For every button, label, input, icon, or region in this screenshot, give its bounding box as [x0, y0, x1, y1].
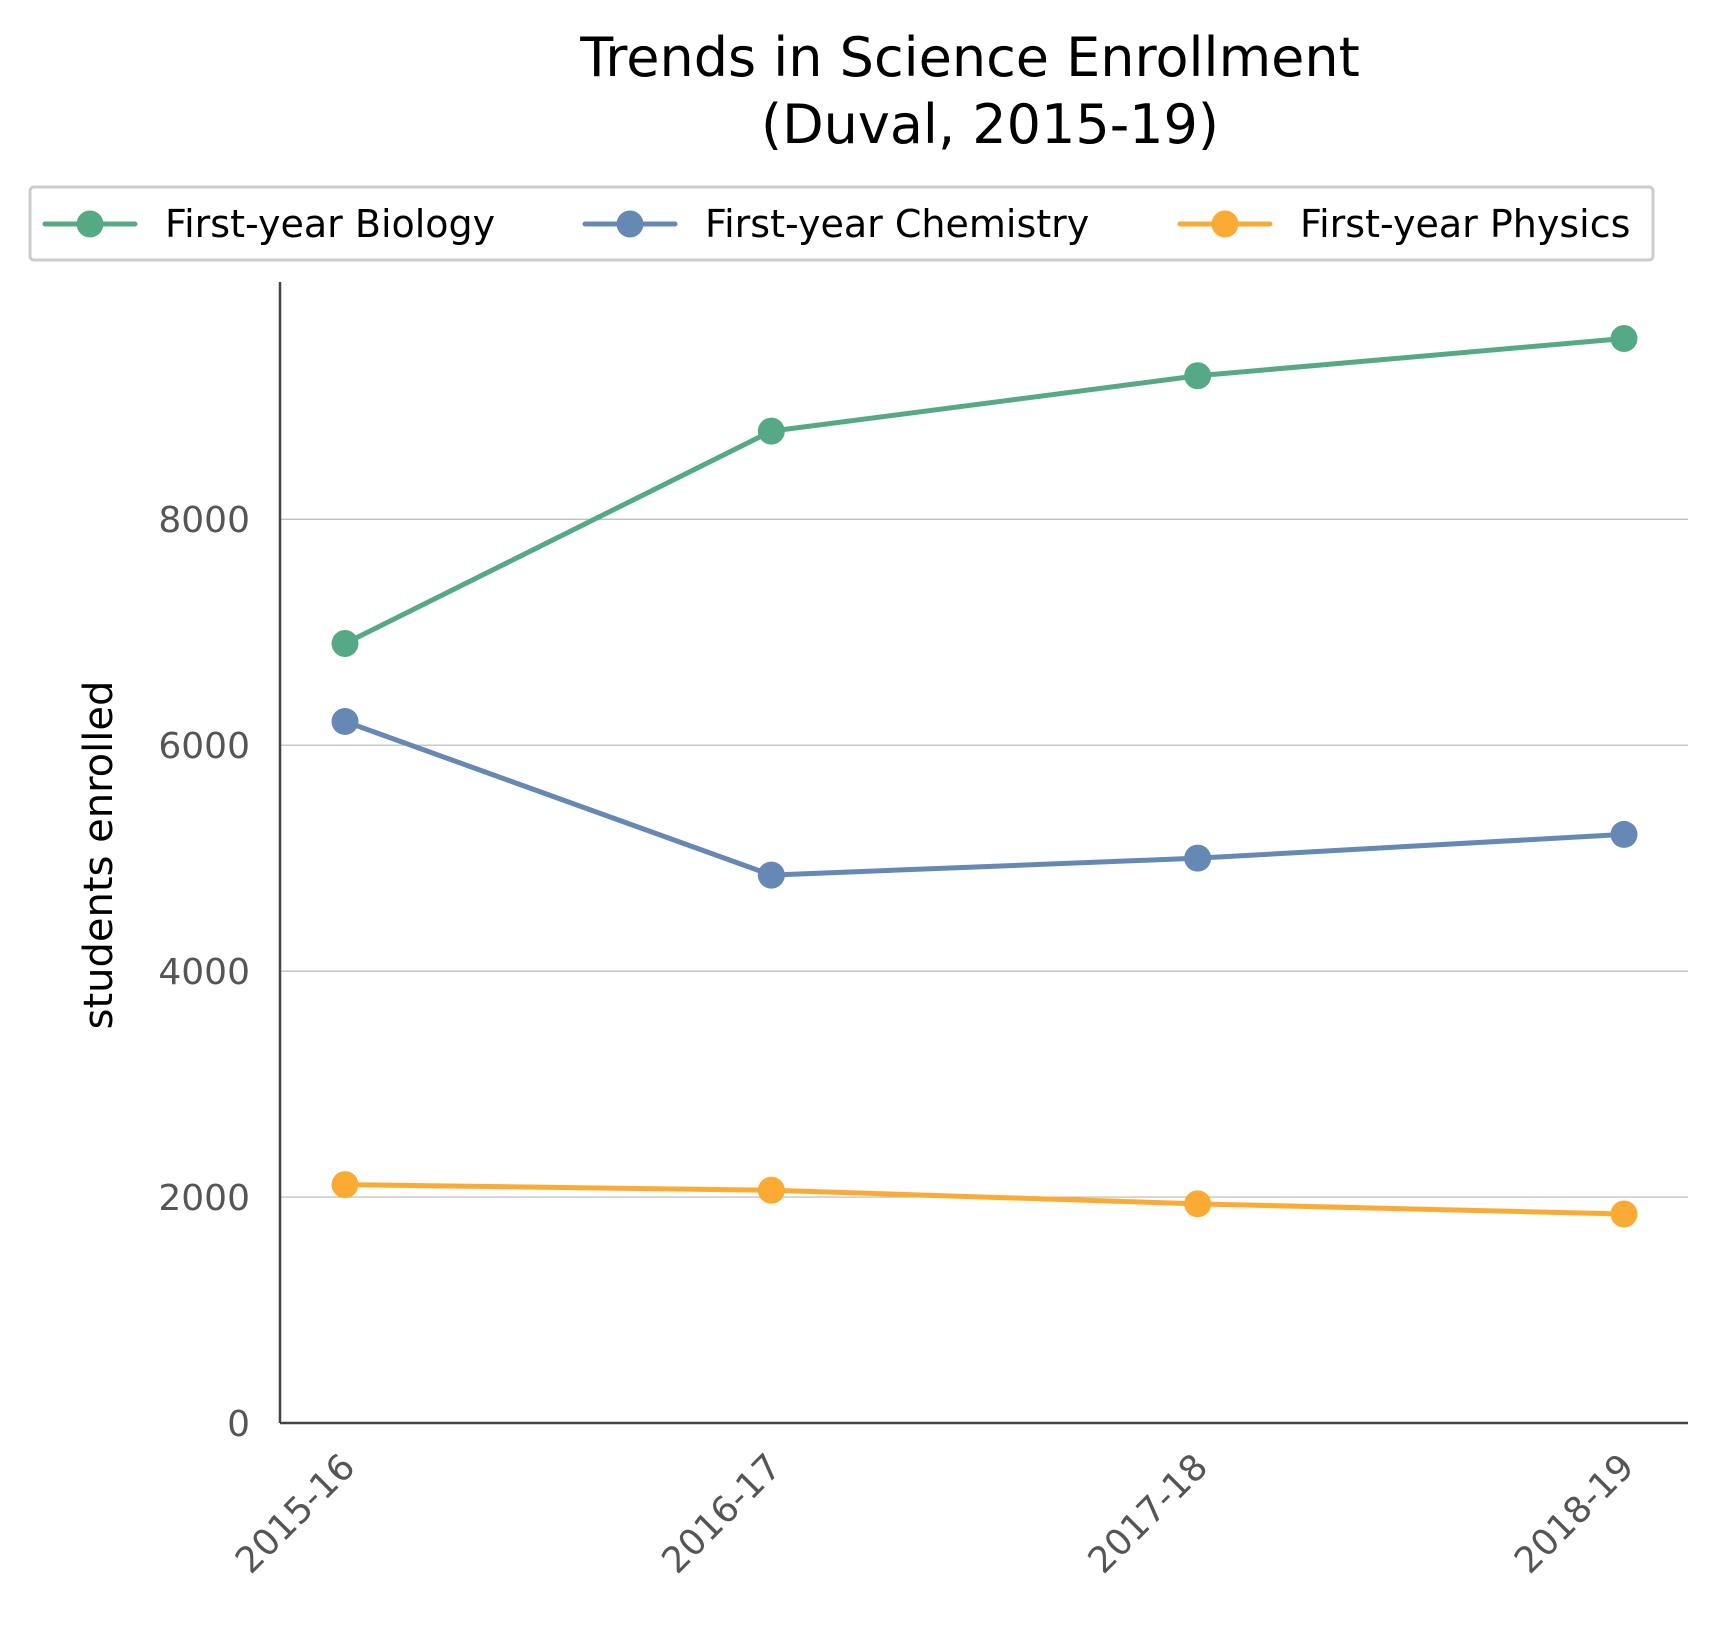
data-point	[331, 1171, 359, 1199]
legend-box	[28, 185, 1655, 262]
series-2	[331, 1171, 1638, 1228]
data-point	[1184, 362, 1212, 390]
y-tick-label: 0	[227, 1404, 250, 1445]
legend-label: First-year Physics	[1300, 202, 1630, 246]
data-point	[757, 861, 785, 889]
legend: First-year Biology First-year Chemistry Fi…	[28, 185, 1655, 262]
legend-label: First-year Biology	[165, 202, 495, 246]
legend-marker	[1211, 210, 1239, 238]
chart-subtitle: (Duval, 2015-19)	[761, 93, 1219, 156]
legend-marker	[76, 210, 104, 238]
data-point	[1610, 324, 1638, 352]
legend-entry: First-year Physics	[1177, 202, 1630, 246]
data-point	[757, 1176, 785, 1204]
series-line	[342, 718, 1627, 878]
x-tick-label: 2015-16	[228, 1446, 363, 1581]
gridlines	[280, 518, 1688, 1198]
legend-marker	[616, 210, 644, 238]
data-point	[1610, 1200, 1638, 1228]
y-tick-label: 2000	[158, 1178, 250, 1219]
x-ticks: 2015-16 2016-17 2017-18 2018-19	[228, 1446, 1642, 1581]
chart-title: Trends in Science Enrollment	[579, 26, 1360, 89]
x-tick-label: 2017-18	[1081, 1446, 1216, 1581]
x-tick-label: 2016-17	[654, 1446, 789, 1581]
series-line	[342, 335, 1627, 647]
series-0	[331, 324, 1638, 658]
y-tick-label: 8000	[158, 500, 250, 541]
data-point	[1184, 1190, 1212, 1218]
data-point	[1610, 820, 1638, 848]
y-tick-label: 6000	[158, 726, 250, 767]
data-point	[331, 630, 359, 658]
data-point	[757, 417, 785, 445]
series-line	[342, 1182, 1627, 1217]
y-ticks: 0 2000 4000 6000 8000	[158, 500, 250, 1445]
data-point	[331, 707, 359, 735]
series-group	[331, 324, 1638, 1228]
legend-entry: First-year Biology	[42, 202, 495, 246]
legend-label: First-year Chemistry	[705, 202, 1089, 246]
legend-entry: First-year Chemistry	[582, 202, 1089, 246]
y-tick-label: 4000	[158, 952, 250, 993]
data-point	[1184, 844, 1212, 872]
series-1	[331, 707, 1638, 889]
axes	[278, 282, 1688, 1425]
y-axis-label: students enrolled	[76, 681, 122, 1030]
x-tick-label: 2018-19	[1507, 1446, 1642, 1581]
